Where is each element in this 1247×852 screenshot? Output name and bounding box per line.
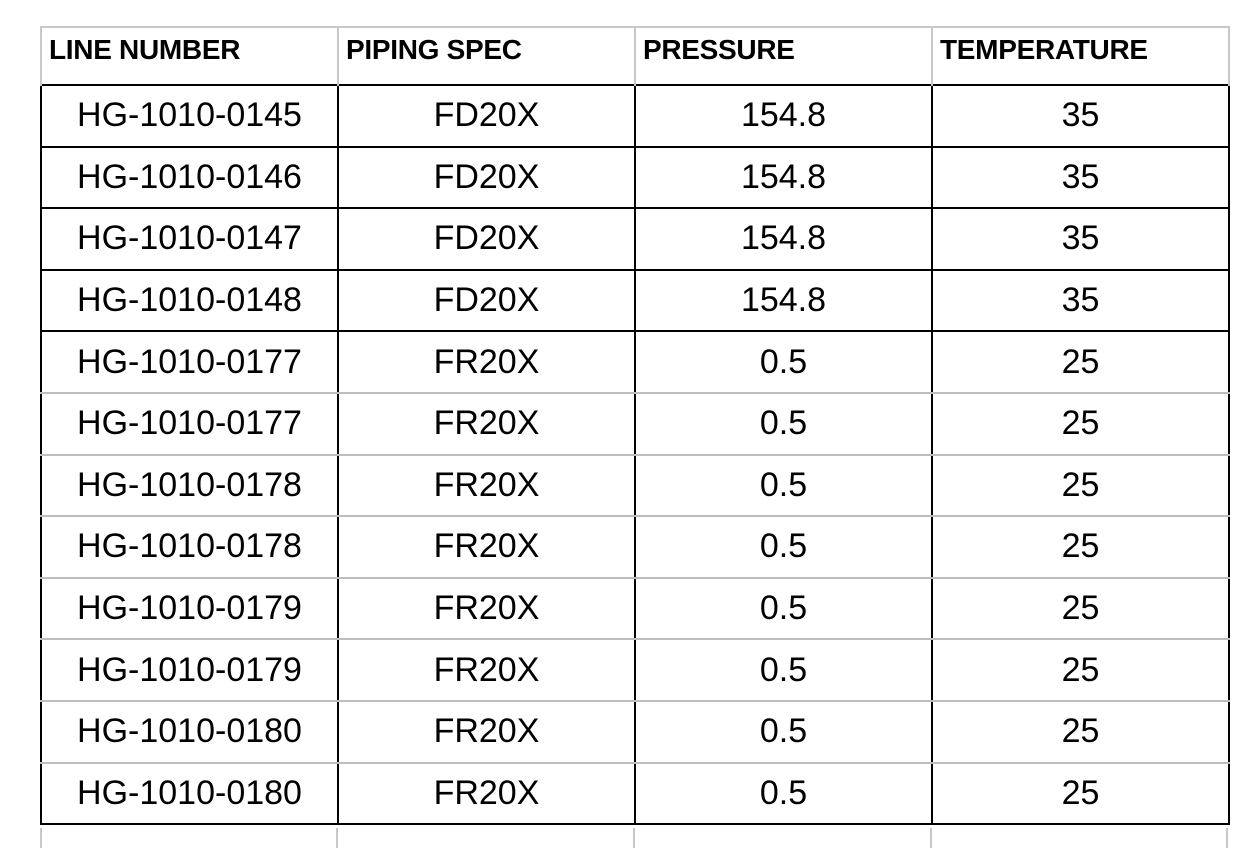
cell-piping-spec[interactable]: FD20X xyxy=(337,208,636,271)
cell-temperature[interactable]: 25 xyxy=(931,762,1230,826)
cell-piping-spec[interactable]: FR20X xyxy=(337,639,636,702)
table-row: HG-1010-0147 FD20X 154.8 35 xyxy=(40,208,1230,271)
header-temperature[interactable]: TEMPERATURE xyxy=(931,26,1230,85)
cell-line-number[interactable]: HG-1010-0180 xyxy=(40,700,339,764)
table-row: HG-1010-0148 FD20X 154.8 35 xyxy=(40,269,1230,333)
cell-pressure[interactable]: 0.5 xyxy=(634,392,933,456)
table-row: HG-1010-0178 FR20X 0.5 25 xyxy=(40,516,1230,579)
table-row: HG-1010-0179 FR20X 0.5 25 xyxy=(40,639,1230,702)
column-divider xyxy=(336,828,338,848)
table-row: HG-1010-0179 FR20X 0.5 25 xyxy=(40,577,1230,641)
cell-pressure[interactable]: 0.5 xyxy=(634,516,933,579)
cell-temperature[interactable]: 25 xyxy=(931,331,1230,394)
cell-temperature[interactable]: 25 xyxy=(931,577,1230,641)
cell-line-number[interactable]: HG-1010-0177 xyxy=(40,331,339,394)
table-row: HG-1010-0177 FR20X 0.5 25 xyxy=(40,392,1230,456)
cell-pressure[interactable]: 0.5 xyxy=(634,454,933,518)
cell-line-number[interactable]: HG-1010-0145 xyxy=(40,85,339,148)
table-row: HG-1010-0146 FD20X 154.8 35 xyxy=(40,146,1230,210)
cell-piping-spec[interactable]: FR20X xyxy=(337,392,636,456)
cell-pressure[interactable]: 154.8 xyxy=(634,208,933,271)
table-row: HG-1010-0180 FR20X 0.5 25 xyxy=(40,762,1230,826)
cell-piping-spec[interactable]: FR20X xyxy=(337,331,636,394)
header-line-number[interactable]: LINE NUMBER xyxy=(40,26,339,85)
cell-pressure[interactable]: 0.5 xyxy=(634,700,933,764)
column-divider xyxy=(1226,828,1228,848)
table-row: HG-1010-0145 FD20X 154.8 35 xyxy=(40,85,1230,148)
cell-piping-spec[interactable]: FD20X xyxy=(337,146,636,210)
cell-temperature[interactable]: 25 xyxy=(931,392,1230,456)
cell-temperature[interactable]: 25 xyxy=(931,454,1230,518)
line-list-table: LINE NUMBER PIPING SPEC PRESSURE TEMPERA… xyxy=(40,26,1230,826)
cell-pressure[interactable]: 0.5 xyxy=(634,762,933,826)
cell-line-number[interactable]: HG-1010-0147 xyxy=(40,208,339,271)
cell-line-number[interactable]: HG-1010-0179 xyxy=(40,639,339,702)
table-body: HG-1010-0145 FD20X 154.8 35 HG-1010-0146 FD20… xyxy=(40,85,1230,826)
cell-temperature[interactable]: 25 xyxy=(931,516,1230,579)
cell-temperature[interactable]: 35 xyxy=(931,146,1230,210)
cell-piping-spec[interactable]: FR20X xyxy=(337,454,636,518)
cell-piping-spec[interactable]: FD20X xyxy=(337,269,636,333)
cell-piping-spec[interactable]: FR20X xyxy=(337,577,636,641)
cell-pressure[interactable]: 0.5 xyxy=(634,577,933,641)
cell-line-number[interactable]: HG-1010-0148 xyxy=(40,269,339,333)
header-piping-spec[interactable]: PIPING SPEC xyxy=(337,26,636,85)
cell-pressure[interactable]: 154.8 xyxy=(634,269,933,333)
cell-temperature[interactable]: 35 xyxy=(931,208,1230,271)
cell-pressure[interactable]: 154.8 xyxy=(634,85,933,148)
cell-piping-spec[interactable]: FD20X xyxy=(337,85,636,148)
column-divider xyxy=(633,828,635,848)
column-divider xyxy=(930,828,932,848)
cell-piping-spec[interactable]: FR20X xyxy=(337,516,636,579)
cell-pressure[interactable]: 0.5 xyxy=(634,331,933,394)
column-divider xyxy=(40,828,42,848)
cell-line-number[interactable]: HG-1010-0177 xyxy=(40,392,339,456)
table-row: HG-1010-0180 FR20X 0.5 25 xyxy=(40,700,1230,764)
cell-temperature[interactable]: 35 xyxy=(931,85,1230,148)
cell-pressure[interactable]: 0.5 xyxy=(634,639,933,702)
cell-piping-spec[interactable]: FR20X xyxy=(337,762,636,826)
table-row: HG-1010-0178 FR20X 0.5 25 xyxy=(40,454,1230,518)
cell-piping-spec[interactable]: FR20X xyxy=(337,700,636,764)
cell-line-number[interactable]: HG-1010-0146 xyxy=(40,146,339,210)
cell-temperature[interactable]: 25 xyxy=(931,700,1230,764)
cell-temperature[interactable]: 25 xyxy=(931,639,1230,702)
cell-pressure[interactable]: 154.8 xyxy=(634,146,933,210)
header-pressure[interactable]: PRESSURE xyxy=(634,26,933,85)
cell-line-number[interactable]: HG-1010-0178 xyxy=(40,516,339,579)
cell-line-number[interactable]: HG-1010-0178 xyxy=(40,454,339,518)
cell-line-number[interactable]: HG-1010-0180 xyxy=(40,762,339,826)
table-row: HG-1010-0177 FR20X 0.5 25 xyxy=(40,331,1230,394)
header-row: LINE NUMBER PIPING SPEC PRESSURE TEMPERA… xyxy=(40,26,1230,85)
cell-line-number[interactable]: HG-1010-0179 xyxy=(40,577,339,641)
cell-temperature[interactable]: 35 xyxy=(931,269,1230,333)
line-list-table-container: LINE NUMBER PIPING SPEC PRESSURE TEMPERA… xyxy=(40,26,1230,826)
